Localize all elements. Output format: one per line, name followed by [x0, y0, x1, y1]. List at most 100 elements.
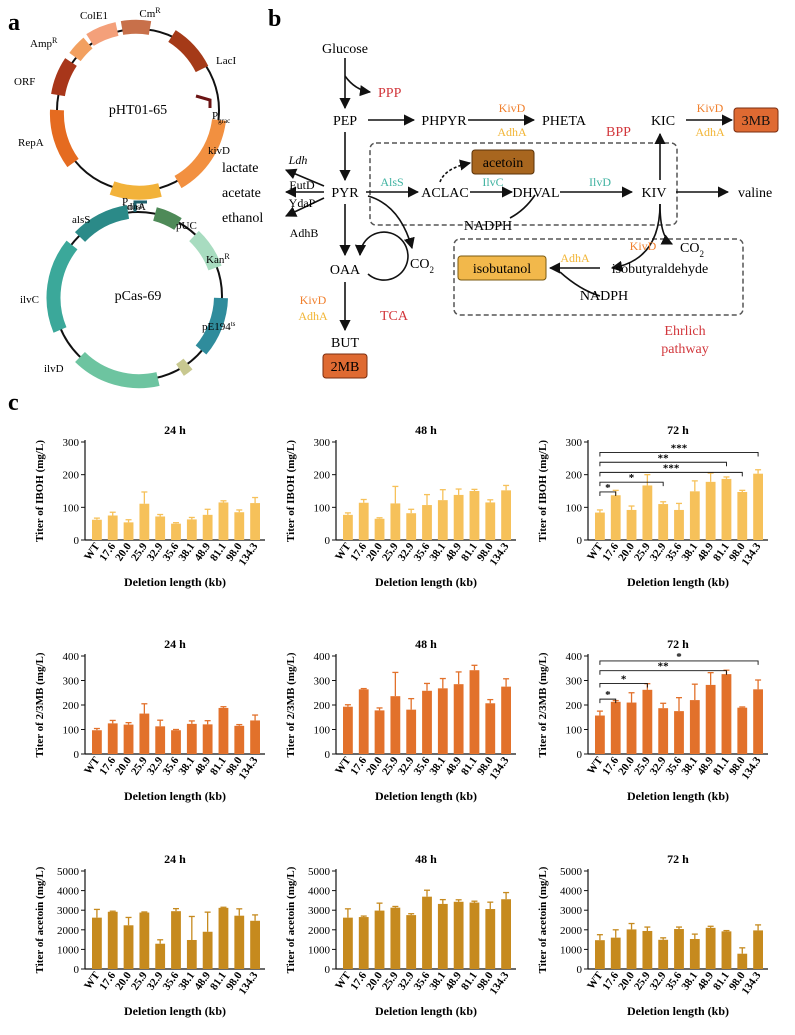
bar: [186, 723, 197, 754]
gene-label: RepA: [18, 137, 44, 149]
bar: [642, 689, 653, 754]
chart-title: 72 h: [667, 852, 689, 866]
bar: [437, 688, 448, 754]
bar: [123, 522, 134, 540]
svg-text:CmR: CmR: [139, 6, 161, 21]
x-axis-label: Deletion length (kb): [124, 789, 226, 803]
gene-sup: R: [224, 252, 230, 261]
y-axis-label: Titer of 2/3MB (mg/L): [285, 652, 297, 757]
bar: [689, 700, 700, 754]
bar: [155, 943, 166, 969]
gene-label: Kan: [206, 254, 225, 266]
bar: [250, 720, 260, 754]
bar: [485, 909, 496, 969]
y-tick-label: 1000: [57, 944, 80, 956]
y-axis-label: Titer of IBOH (mg/L): [537, 440, 549, 542]
bar: [689, 491, 700, 540]
bar: [721, 931, 732, 969]
bar: [437, 500, 448, 540]
bar: [171, 730, 181, 754]
ehrlich-label: Ehrlich: [664, 324, 705, 339]
y-tick-label: 200: [314, 700, 331, 712]
y-tick-label: 0: [577, 535, 583, 547]
bar: [234, 725, 245, 754]
y-tick-label: 100: [566, 502, 583, 514]
significance-bracket: [599, 660, 759, 665]
x-axis-label: Deletion length (kb): [124, 1004, 226, 1018]
metabolite: DHVAL: [512, 186, 559, 201]
bar: [374, 710, 385, 754]
metabolite-tca: TCA: [380, 309, 409, 324]
bar: [501, 686, 511, 754]
enzyme: AdhA: [695, 125, 725, 139]
bar: [626, 509, 637, 540]
bar: [390, 907, 401, 969]
bar: [358, 917, 369, 969]
y-tick-label: 300: [566, 437, 583, 449]
gene-sup: R: [52, 36, 58, 45]
panel-label-a: a: [8, 10, 20, 36]
gene-label: kivD: [208, 145, 230, 157]
ilvc-segment: [46, 240, 78, 333]
product-2mb: 2MB: [331, 360, 360, 375]
alss-segment: [74, 205, 130, 243]
bar: [250, 503, 260, 540]
bar: [705, 481, 716, 540]
y-tick-label: 4000: [560, 886, 583, 898]
y-tick-label: 300: [314, 437, 331, 449]
bar: [469, 670, 480, 754]
bar: [422, 896, 432, 969]
gene-label: ilvC: [20, 294, 39, 306]
kanr-segment: [189, 230, 222, 271]
enzyme: AdhA: [560, 251, 590, 265]
bar: [422, 690, 432, 754]
y-tick-label: 100: [314, 502, 331, 514]
bar: [358, 689, 369, 754]
enzyme: KivD: [630, 239, 657, 253]
bar: [374, 910, 385, 969]
ampr-segment: [69, 37, 93, 62]
bar: [689, 939, 700, 969]
y-tick-label: 0: [577, 749, 583, 761]
significance-label: *: [621, 673, 627, 685]
plasmid-phT01-65: pHT01-65 ColE1 CmR LacI Pgrac kivD adhA …: [14, 6, 236, 214]
bar: [485, 703, 496, 754]
gene-label: ORF: [14, 76, 35, 88]
bar: [453, 684, 464, 754]
y-axis-label: Titer of 2/3MB (mg/L): [537, 652, 549, 757]
bar: [422, 505, 432, 540]
bar: [721, 478, 732, 540]
bar: [218, 907, 229, 969]
y-tick-label: 300: [566, 676, 583, 688]
bar: [610, 937, 621, 969]
bar: [721, 674, 732, 754]
y-tick-label: 200: [63, 470, 80, 482]
bar: [107, 515, 118, 540]
y-tick-label: 2000: [57, 925, 80, 937]
y-tick-label: 100: [63, 725, 80, 737]
bar: [374, 518, 385, 540]
svg-text:AmpR: AmpR: [30, 36, 58, 51]
metabolite: PHETA: [542, 114, 587, 129]
gene-sub: grac: [218, 117, 230, 125]
chart-8: 48 h 0 1000 2000 3000 4000 5000 Titer of acetoi…: [285, 852, 516, 1018]
gene-label: alsS: [72, 214, 90, 226]
chart-title: 24 h: [164, 423, 186, 437]
bar: [202, 514, 213, 540]
significance-bracket: [599, 481, 664, 487]
y-tick-label: 1000: [308, 944, 331, 956]
metabolite: NADPH: [464, 219, 512, 234]
metabolite: acetate: [222, 186, 261, 201]
bar: [658, 939, 669, 969]
enzyme: AdhA: [298, 309, 328, 323]
bar: [390, 696, 401, 754]
bar: [343, 514, 353, 540]
y-tick-label: 300: [63, 437, 80, 449]
laci-segment: [168, 30, 209, 73]
chart-title: 72 h: [667, 423, 689, 437]
bar: [626, 702, 637, 754]
bar: [390, 503, 401, 540]
